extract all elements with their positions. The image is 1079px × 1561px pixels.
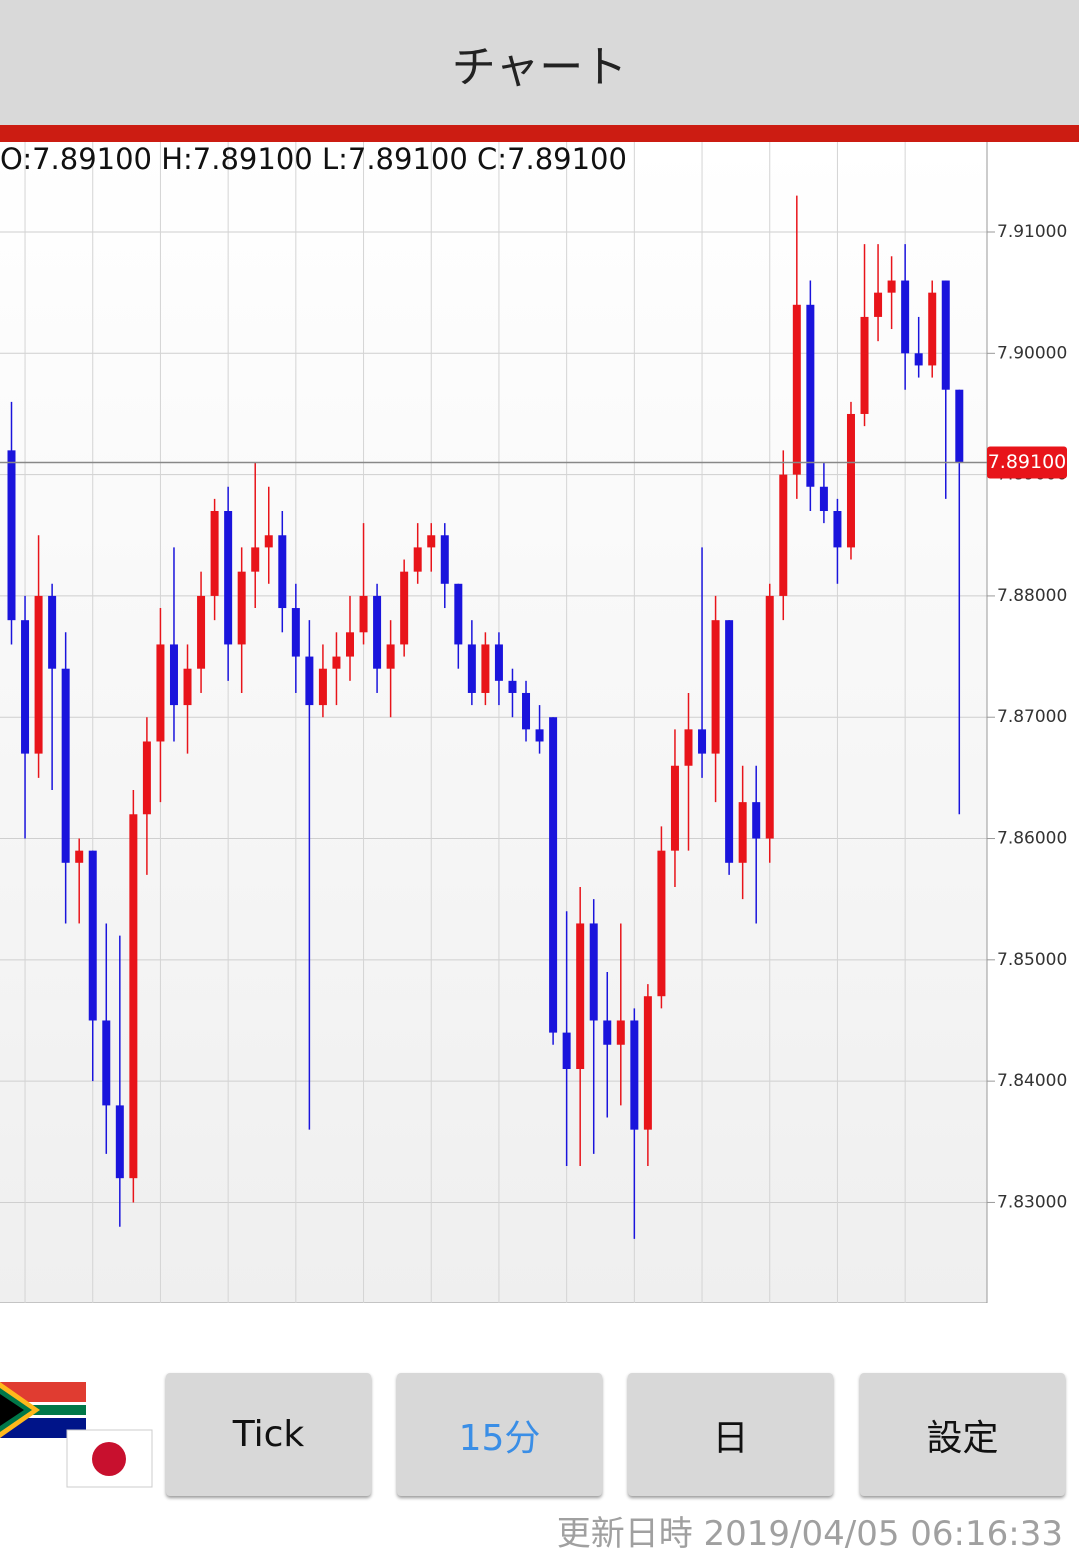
accent-bar bbox=[0, 125, 1079, 142]
current-price-label: 7.89100 bbox=[988, 451, 1067, 473]
candle-body bbox=[400, 571, 409, 645]
y-tick-label: 7.84000 bbox=[997, 1071, 1067, 1091]
candle-body bbox=[264, 535, 273, 548]
candle-body bbox=[440, 535, 449, 584]
candle-body bbox=[576, 923, 585, 1070]
candle-body bbox=[291, 608, 300, 657]
y-tick-label: 7.83000 bbox=[997, 1192, 1067, 1212]
timeframe-button[interactable]: 日 bbox=[628, 1373, 833, 1496]
candle-body bbox=[792, 304, 801, 475]
candle-body bbox=[346, 632, 354, 657]
y-tick-label: 7.85000 bbox=[997, 950, 1067, 970]
update-time: 更新日時 2019/04/05 06:16:33 bbox=[556, 1514, 1063, 1554]
candle-body bbox=[318, 668, 327, 706]
header: チャート bbox=[0, 0, 1079, 125]
y-tick-label: 7.88000 bbox=[997, 586, 1067, 606]
flag-japan bbox=[66, 1429, 153, 1488]
timeframe-button[interactable]: 15分 bbox=[397, 1373, 602, 1496]
chart: 7.83000 7.84000 7.85000 7.86000 7.87000 7.880… bbox=[0, 142, 1067, 1303]
candle-body bbox=[833, 511, 842, 548]
candle-body bbox=[373, 595, 382, 669]
candle-body bbox=[562, 1032, 571, 1070]
candle-body bbox=[819, 486, 828, 512]
candle-body bbox=[955, 389, 964, 463]
candle-body bbox=[522, 692, 531, 730]
candle-body bbox=[467, 644, 476, 693]
candle-body bbox=[738, 802, 747, 863]
candle-body bbox=[752, 802, 761, 839]
candle-body bbox=[454, 583, 463, 645]
candle-body bbox=[332, 656, 341, 669]
candle-body bbox=[508, 680, 517, 693]
candle-body bbox=[874, 292, 883, 317]
candle-body bbox=[846, 413, 855, 548]
candle-body bbox=[643, 996, 652, 1130]
candle-body bbox=[806, 304, 815, 487]
candle-body bbox=[7, 450, 16, 621]
candle-body bbox=[88, 850, 97, 1021]
candle-body bbox=[941, 280, 950, 390]
candle-body bbox=[75, 850, 84, 863]
candle-body bbox=[413, 547, 422, 572]
candle-body bbox=[34, 595, 43, 754]
y-tick-label: 7.86000 bbox=[997, 829, 1067, 849]
candle-body bbox=[183, 668, 192, 706]
candle-body bbox=[901, 280, 910, 354]
timeframe-button[interactable]: 設定 bbox=[860, 1373, 1065, 1496]
candle-body bbox=[481, 644, 490, 693]
y-tick-label: 7.87000 bbox=[997, 707, 1067, 727]
candle-body bbox=[427, 535, 436, 548]
candle-body bbox=[278, 535, 287, 609]
candle-body bbox=[657, 850, 666, 997]
candle-body bbox=[359, 595, 368, 633]
candle-body bbox=[197, 595, 206, 669]
candle-body bbox=[142, 741, 151, 815]
candle-body bbox=[535, 729, 544, 742]
candle-body bbox=[725, 620, 734, 863]
candle-body bbox=[251, 547, 260, 572]
candle-body bbox=[670, 765, 679, 851]
candle-body bbox=[224, 511, 233, 645]
timeframe-button[interactable]: Tick bbox=[166, 1373, 371, 1496]
candle-body bbox=[305, 656, 314, 706]
current-price-box bbox=[987, 446, 1067, 479]
flag-south-africa bbox=[0, 1382, 86, 1438]
candle-body bbox=[603, 1020, 612, 1045]
candle-body bbox=[48, 595, 57, 669]
candle-body bbox=[698, 729, 707, 754]
candle-body bbox=[115, 1105, 124, 1179]
candle-body bbox=[711, 620, 720, 754]
candle-body bbox=[616, 1020, 625, 1045]
candle-body bbox=[549, 717, 558, 1033]
candle-body bbox=[765, 595, 774, 839]
candle-body bbox=[156, 644, 165, 742]
ohlc-readout: O:7.89100 H:7.89100 L:7.89100 C:7.89100 bbox=[0, 142, 627, 176]
candle-body bbox=[630, 1020, 639, 1130]
candle-body bbox=[684, 729, 693, 766]
currency-flags bbox=[0, 1382, 153, 1488]
y-tick-label: 7.91000 bbox=[997, 222, 1067, 242]
candle-body bbox=[237, 571, 246, 645]
candle-body bbox=[21, 620, 30, 754]
candle-body bbox=[860, 316, 869, 414]
candle-body bbox=[928, 292, 937, 366]
candle-body bbox=[494, 644, 503, 681]
y-tick-label: 7.90000 bbox=[997, 343, 1067, 363]
candle-body bbox=[887, 280, 896, 293]
candle-body bbox=[169, 644, 178, 706]
candle-body bbox=[386, 644, 395, 669]
candle-body bbox=[914, 353, 923, 366]
candle-body bbox=[129, 814, 138, 1179]
candle-body bbox=[102, 1020, 111, 1106]
candle-body bbox=[589, 923, 598, 1021]
candle-body bbox=[61, 668, 70, 863]
candle-body bbox=[779, 474, 788, 596]
title: チャート bbox=[451, 41, 628, 93]
candle-body bbox=[210, 511, 219, 596]
plot-background bbox=[0, 142, 987, 1303]
